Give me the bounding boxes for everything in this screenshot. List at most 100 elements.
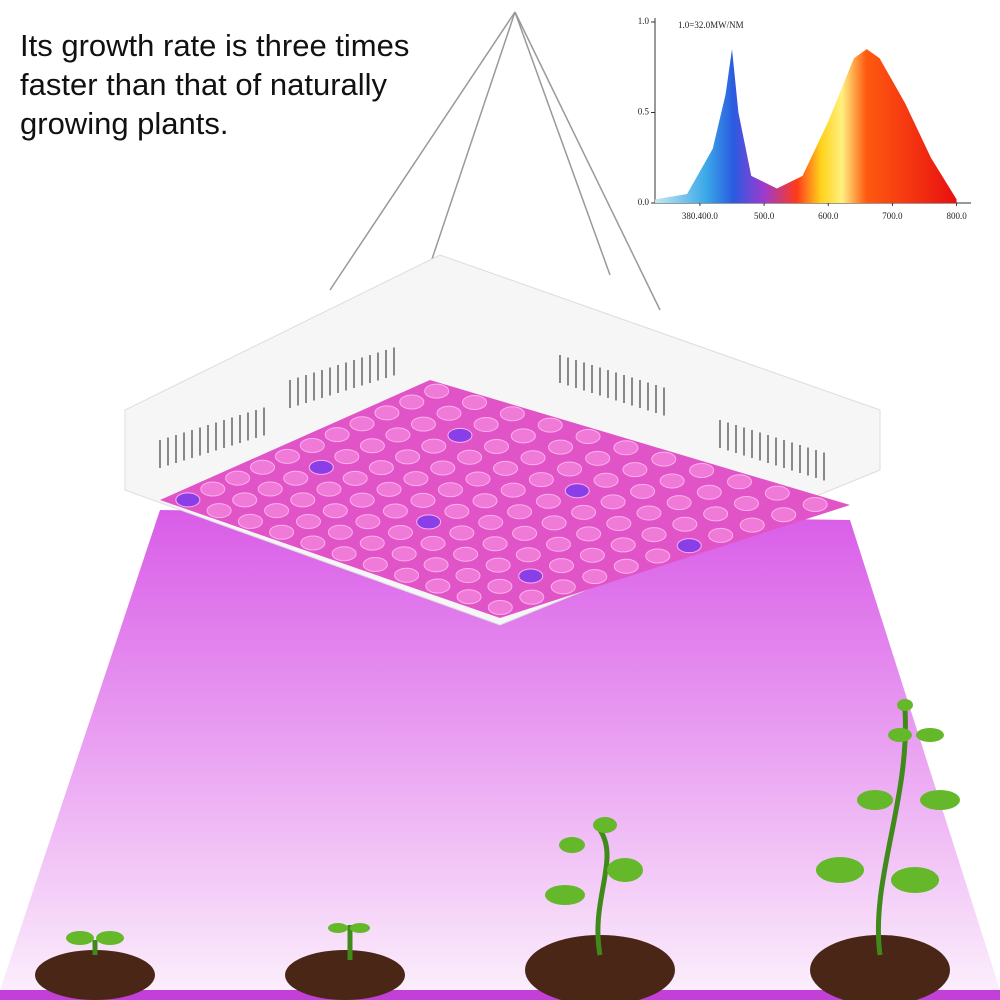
led [610,537,636,553]
led [482,536,508,552]
led [374,405,400,421]
led [391,546,417,562]
led [739,517,765,533]
led [659,473,685,489]
led [579,547,605,563]
led [613,558,639,574]
led [456,589,482,605]
led [518,568,544,584]
hanging-wires [329,11,661,311]
led [264,503,290,519]
led [410,416,436,432]
led [703,506,729,522]
led [200,481,226,497]
led [457,449,483,465]
led [771,507,797,523]
led [622,462,648,478]
led [300,535,326,551]
led [630,483,656,499]
led [447,427,473,443]
floor-strip [0,990,1000,1000]
led [473,417,499,433]
led [499,406,525,422]
led [636,505,662,521]
led [507,504,533,520]
led [582,569,608,585]
x-tick-label: 700.0 [882,211,903,221]
led [487,578,513,594]
led [571,504,597,520]
led [399,394,425,410]
led [308,459,334,475]
x-tick-label: 800.0 [946,211,967,221]
led [175,492,201,508]
led [606,515,632,531]
x-tick-label: 500.0 [754,211,775,221]
x-tick-label: 380.400.0 [682,211,719,221]
led [355,514,381,530]
led [283,470,309,486]
led [462,394,488,410]
led [334,449,360,465]
led [708,527,734,543]
y-tick-label: 0.0 [638,197,650,207]
led [331,546,357,562]
led [549,558,575,574]
spectrum-chart: 1.0=32.0MW/NM 0.0 0.5 1.0 380.400.0 500.0 600… [638,16,971,221]
led [206,503,232,519]
led [519,589,545,605]
headline: growing plants. [20,106,229,141]
led [420,535,446,551]
led [512,525,538,541]
led [537,417,563,433]
headline: faster than that of naturally [20,67,388,102]
led [232,492,258,508]
headline: Its growth rate is three times [20,28,409,63]
led [666,495,692,511]
led [327,524,353,540]
x-tick-label: 600.0 [818,211,839,221]
led [349,416,375,432]
led [487,599,513,615]
led [645,548,671,564]
led [436,405,462,421]
led [362,556,388,572]
led [290,492,316,508]
led [385,427,411,443]
led [430,460,456,476]
led [437,482,463,498]
led [676,538,702,554]
led [492,460,518,476]
led [416,514,442,530]
led [403,471,429,487]
led [444,503,470,519]
led [520,450,546,466]
led [295,513,321,529]
led [322,503,348,519]
led [510,428,536,444]
led [424,383,450,399]
led [593,472,619,488]
led [575,428,601,444]
led [557,461,583,477]
led [726,474,752,490]
led [274,448,300,464]
led [453,546,479,562]
spectrum-area [655,49,957,204]
led [528,472,554,488]
led [802,496,828,512]
led [387,525,413,541]
led [550,579,576,595]
led [500,482,526,498]
led [342,470,368,486]
led [421,438,447,454]
led [541,515,567,531]
led [672,516,698,532]
led [564,483,590,499]
led [483,439,509,455]
led [545,536,571,552]
led [465,471,491,487]
led-grid [175,383,828,615]
